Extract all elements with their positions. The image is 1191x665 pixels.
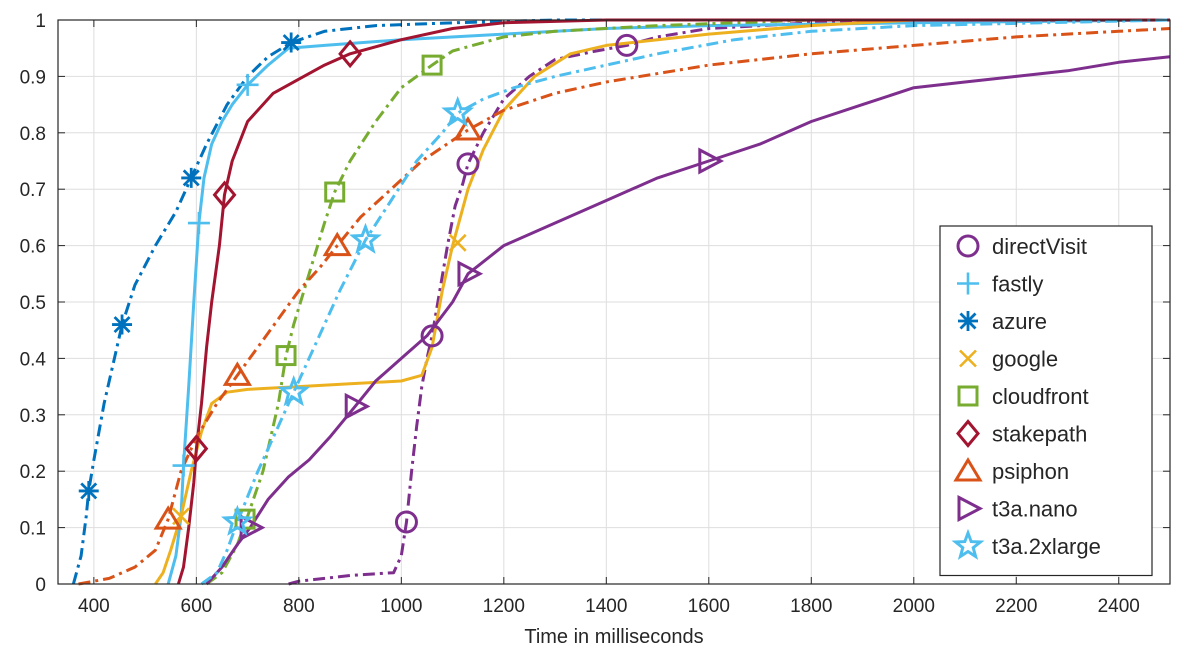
- legend-label-directvisit: directVisit: [992, 234, 1087, 259]
- y-tick-label: 0.6: [20, 237, 46, 258]
- data-point-directvisit: [420, 324, 444, 348]
- legend-symbol-directvisit: [956, 234, 980, 258]
- data-point-stakepath: [338, 39, 363, 69]
- y-tick-label: 0.2: [20, 462, 46, 483]
- legend-label-psiphon: psiphon: [992, 459, 1069, 484]
- data-point-cloudfront: [275, 345, 297, 367]
- y-tick-label: 0.7: [20, 180, 46, 201]
- x-tick-label: 2200: [995, 596, 1037, 617]
- series-line-t3a-2xlarge: [200, 18, 1170, 586]
- data-point-directvisit: [456, 152, 480, 176]
- data-point-t3a-nano: [239, 514, 266, 542]
- data-point-t3a-2xlarge: [277, 374, 311, 407]
- legend-label-t3a-2xlarge: t3a.2xlarge: [992, 534, 1101, 559]
- legend-symbol-fastly: [957, 272, 979, 295]
- legend-symbol-azure: [958, 311, 978, 331]
- axes: 400 600 800 1000 1200 1400 1600 1800 2000 2200 240…: [20, 11, 1171, 617]
- data-point-stakepath: [184, 434, 209, 463]
- legend-label-fastly: fastly: [992, 272, 1043, 297]
- data-point-cloudfront: [324, 181, 346, 203]
- data-point-azure: [281, 32, 302, 53]
- legend-symbol-google: [959, 349, 977, 368]
- x-tick-label: 1600: [688, 596, 730, 617]
- data-point-fastly: [172, 454, 195, 477]
- y-tick-label: 0.1: [20, 519, 46, 540]
- data-point-stakepath: [212, 180, 237, 210]
- legend-symbol-stakepath: [956, 419, 980, 448]
- series-line-t3a-nano: [205, 55, 1170, 586]
- data-point-cloudfront: [421, 54, 443, 76]
- y-tick-label: 0.3: [20, 406, 46, 427]
- data-point-azure: [112, 314, 133, 335]
- legend-label-stakepath: stakepath: [992, 422, 1087, 447]
- x-tick-label: 1200: [483, 596, 525, 617]
- data-point-psiphon: [453, 116, 483, 141]
- data-point-psiphon: [322, 231, 352, 257]
- data-point-t3a-2xlarge: [221, 504, 254, 536]
- legend-label-cloudfront: cloudfront: [992, 384, 1089, 409]
- legend-label-t3a-nano: t3a.nano: [992, 497, 1078, 522]
- x-tick-label: 1800: [790, 596, 832, 617]
- series-line-azure: [71, 18, 1170, 585]
- data-point-azure: [181, 167, 202, 188]
- legend-symbol-psiphon: [953, 457, 983, 482]
- legend-label-azure: azure: [992, 309, 1047, 334]
- legend-label-google: google: [992, 347, 1058, 372]
- legend-symbol-t3a-nano: [957, 495, 984, 522]
- x-tick-label: 1400: [585, 596, 627, 617]
- data-point-t3a-2xlarge: [349, 222, 382, 254]
- x-axis-label: Time in milliseconds: [524, 626, 703, 648]
- data-point-fastly: [187, 212, 210, 235]
- series-line-psiphon: [78, 27, 1170, 586]
- x-tick-label: 2400: [1098, 596, 1140, 617]
- y-tick-label: 0: [35, 575, 46, 596]
- legend: directVisit fastly azure google cloudfront st…: [939, 225, 1153, 577]
- legend-symbol-t3a-2xlarge: [951, 528, 985, 560]
- series-lines: [71, 18, 1170, 586]
- data-point-google: [448, 233, 467, 252]
- legend-symbol-cloudfront: [957, 385, 979, 407]
- x-tick-label: 600: [181, 596, 213, 617]
- series-line-stakepath: [176, 18, 1170, 585]
- series-markers: [78, 32, 725, 542]
- y-tick-label: 0.8: [20, 124, 46, 145]
- data-point-directvisit: [615, 33, 639, 57]
- y-tick-label: 0.4: [20, 349, 47, 370]
- y-tick-label: 1: [35, 11, 46, 32]
- data-point-t3a-nano: [344, 392, 371, 420]
- x-tick-label: 800: [283, 596, 315, 617]
- data-point-t3a-nano: [457, 260, 484, 288]
- x-tick-label: 400: [78, 596, 110, 617]
- data-point-psiphon: [222, 361, 253, 386]
- x-tick-label: 2000: [893, 596, 935, 617]
- series-line-cloudfront: [205, 18, 1170, 586]
- data-point-azure: [78, 480, 99, 501]
- y-tick-label: 0.5: [20, 293, 46, 314]
- y-tick-label: 0.9: [20, 67, 46, 88]
- data-point-fastly: [236, 73, 259, 96]
- data-point-t3a-2xlarge: [441, 95, 475, 128]
- data-point-t3a-nano: [698, 147, 725, 175]
- data-point-psiphon: [153, 505, 183, 530]
- data-point-directvisit: [394, 510, 418, 534]
- x-tick-label: 1000: [380, 596, 422, 617]
